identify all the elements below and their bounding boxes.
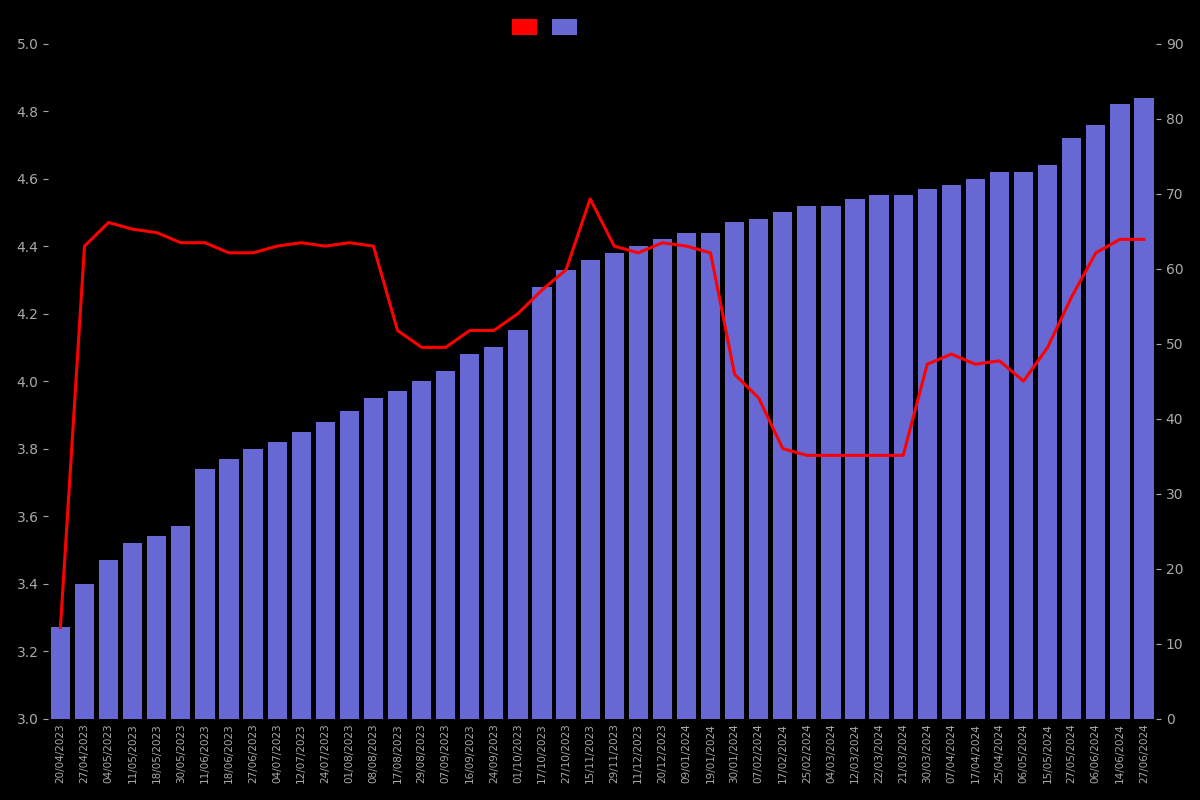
Bar [412,381,431,718]
Bar [942,186,961,718]
Bar [196,469,215,718]
Bar [388,391,407,718]
Bar [797,206,816,718]
Bar [653,239,672,718]
Bar [316,422,335,718]
Bar [124,543,143,718]
Bar [1134,98,1153,718]
Bar [581,260,600,718]
Bar [436,371,455,718]
Bar [557,270,576,718]
Bar [677,233,696,718]
Bar [509,330,528,718]
Bar [749,219,768,718]
Bar [821,206,840,718]
Bar [725,222,744,718]
Bar [148,536,167,718]
Bar [773,212,792,718]
Bar [244,449,263,718]
Bar [1062,138,1081,718]
Bar [533,286,552,718]
Bar [268,442,287,718]
Bar [1014,172,1033,718]
Bar [605,253,624,718]
Bar [98,560,119,718]
Bar [966,178,985,718]
Bar [50,627,70,718]
Bar [870,195,889,718]
Bar [701,233,720,718]
Bar [1110,104,1129,718]
Bar [845,199,865,718]
Bar [1038,165,1057,718]
Bar [460,354,479,718]
Bar [485,347,504,718]
Bar [894,195,913,718]
Bar [74,583,94,718]
Bar [172,526,191,718]
Bar [220,458,239,718]
Bar [629,246,648,718]
Bar [918,189,937,718]
Bar [364,398,383,718]
Bar [340,411,359,718]
Bar [1086,125,1105,718]
Bar [990,172,1009,718]
Legend: , : , [506,14,587,41]
Bar [292,432,311,718]
